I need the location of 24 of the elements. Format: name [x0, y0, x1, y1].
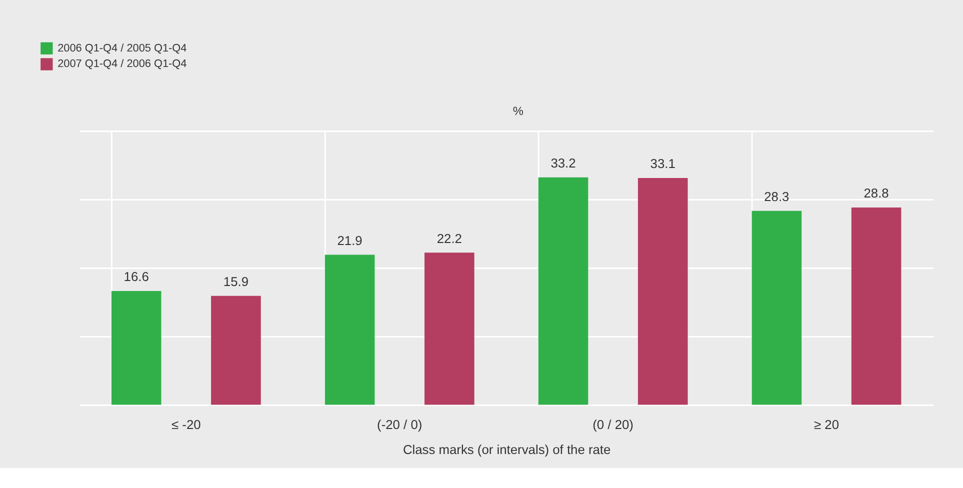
x-tick-label: (-20 / 0)	[377, 417, 422, 432]
bar	[638, 178, 688, 405]
legend-label: 2006 Q1-Q4 / 2005 Q1-Q4	[58, 42, 187, 54]
x-tick-label: ≤ -20	[172, 417, 201, 432]
x-tick-label: ≥ 20	[814, 417, 839, 432]
x-axis-title: Class marks (or intervals) of the rate	[402, 442, 611, 457]
bar	[752, 210, 802, 405]
bar	[424, 252, 474, 405]
data-label: 22.2	[436, 230, 462, 246]
bar	[851, 207, 902, 405]
bar	[324, 254, 375, 405]
bar	[538, 177, 588, 405]
data-label: 33.1	[650, 156, 676, 172]
data-label: 15.9	[223, 274, 248, 289]
data-label: 33.2	[550, 155, 576, 170]
x-tick-label: (0 / 20)	[592, 417, 634, 432]
data-label: 16.6	[124, 269, 149, 284]
bar	[111, 291, 162, 405]
bar	[211, 296, 261, 405]
legend-label: 2007 Q1-Q4 / 2006 Q1-Q4	[58, 58, 187, 70]
data-label: 28.8	[864, 186, 889, 201]
data-label: 21.9	[337, 232, 362, 248]
data-label: 28.3	[764, 188, 790, 204]
y-axis-title: %	[512, 104, 524, 118]
